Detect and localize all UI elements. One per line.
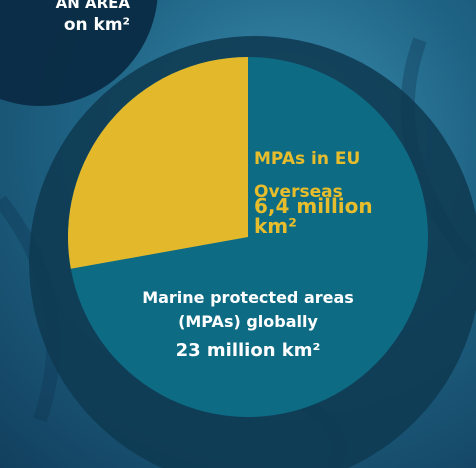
corner-line: on km²	[63, 15, 130, 35]
total-label: Marine protected areas (MPAs) globally	[142, 288, 354, 331]
total-value: 23 million km²	[175, 340, 321, 361]
corner-line: AN AREA	[55, 0, 130, 12]
part-label: MPAs in EU Overseas	[254, 149, 361, 202]
part-wedge	[67, 57, 248, 269]
corner-text: AN AREA on km²	[0, 0, 130, 36]
corner-circle	[0, 0, 158, 106]
part-value: 6,4 million km²	[254, 194, 373, 238]
